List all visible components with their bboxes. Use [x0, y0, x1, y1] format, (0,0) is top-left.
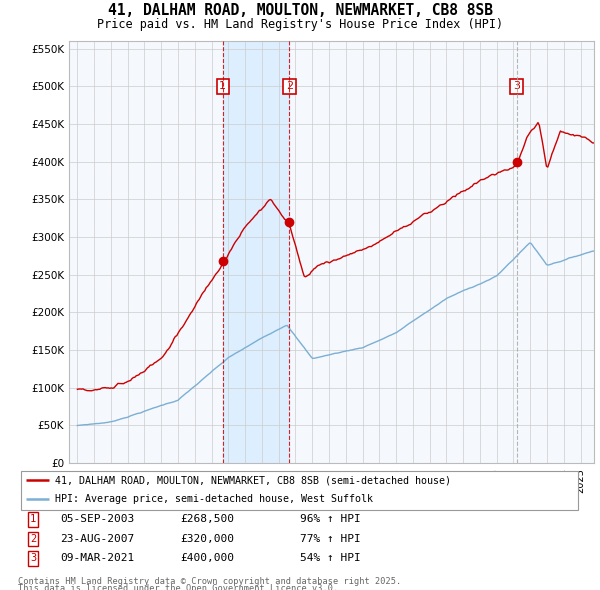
- Text: 96% ↑ HPI: 96% ↑ HPI: [300, 514, 361, 525]
- Text: 41, DALHAM ROAD, MOULTON, NEWMARKET, CB8 8SB: 41, DALHAM ROAD, MOULTON, NEWMARKET, CB8…: [107, 3, 493, 18]
- Text: 77% ↑ HPI: 77% ↑ HPI: [300, 534, 361, 544]
- Text: 23-AUG-2007: 23-AUG-2007: [60, 534, 134, 544]
- Text: £320,000: £320,000: [180, 534, 234, 544]
- Text: 3: 3: [513, 81, 520, 91]
- Text: 2: 2: [286, 81, 293, 91]
- Text: 1: 1: [30, 514, 36, 525]
- Text: 3: 3: [30, 553, 36, 563]
- Text: 2: 2: [30, 534, 36, 544]
- Text: 09-MAR-2021: 09-MAR-2021: [60, 553, 134, 563]
- FancyBboxPatch shape: [21, 471, 578, 510]
- Bar: [223, 41, 289, 463]
- Text: 05-SEP-2003: 05-SEP-2003: [60, 514, 134, 525]
- Text: 1: 1: [220, 81, 226, 91]
- Text: HPI: Average price, semi-detached house, West Suffolk: HPI: Average price, semi-detached house,…: [55, 494, 373, 504]
- Text: 54% ↑ HPI: 54% ↑ HPI: [300, 553, 361, 563]
- Text: Contains HM Land Registry data © Crown copyright and database right 2025.: Contains HM Land Registry data © Crown c…: [18, 577, 401, 586]
- Text: £268,500: £268,500: [180, 514, 234, 525]
- Text: £400,000: £400,000: [180, 553, 234, 563]
- Text: 41, DALHAM ROAD, MOULTON, NEWMARKET, CB8 8SB (semi-detached house): 41, DALHAM ROAD, MOULTON, NEWMARKET, CB8…: [55, 476, 451, 485]
- Text: This data is licensed under the Open Government Licence v3.0.: This data is licensed under the Open Gov…: [18, 584, 338, 590]
- Text: Price paid vs. HM Land Registry's House Price Index (HPI): Price paid vs. HM Land Registry's House …: [97, 18, 503, 31]
